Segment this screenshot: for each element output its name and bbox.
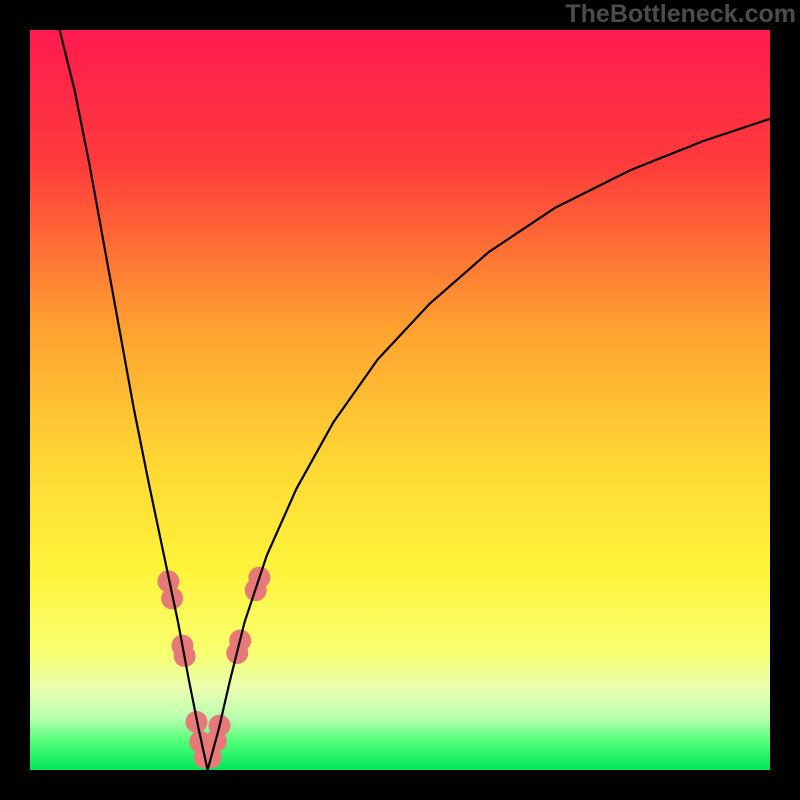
marker-group (157, 567, 270, 769)
data-marker (161, 587, 183, 609)
data-marker (229, 630, 251, 652)
curve-right (208, 119, 770, 770)
data-marker (200, 746, 222, 768)
data-marker (248, 567, 270, 589)
data-marker (208, 715, 230, 737)
data-marker (189, 731, 211, 753)
data-marker (226, 642, 248, 664)
data-marker (194, 746, 216, 768)
curve-layer (30, 30, 770, 770)
data-marker (157, 570, 179, 592)
data-marker (174, 645, 196, 667)
data-marker (245, 579, 267, 601)
plot-area (30, 30, 770, 770)
data-marker (186, 711, 208, 733)
curve-left (60, 30, 208, 770)
data-marker (205, 730, 227, 752)
data-marker (171, 635, 193, 657)
watermark-text: TheBottleneck.com (565, 0, 796, 29)
